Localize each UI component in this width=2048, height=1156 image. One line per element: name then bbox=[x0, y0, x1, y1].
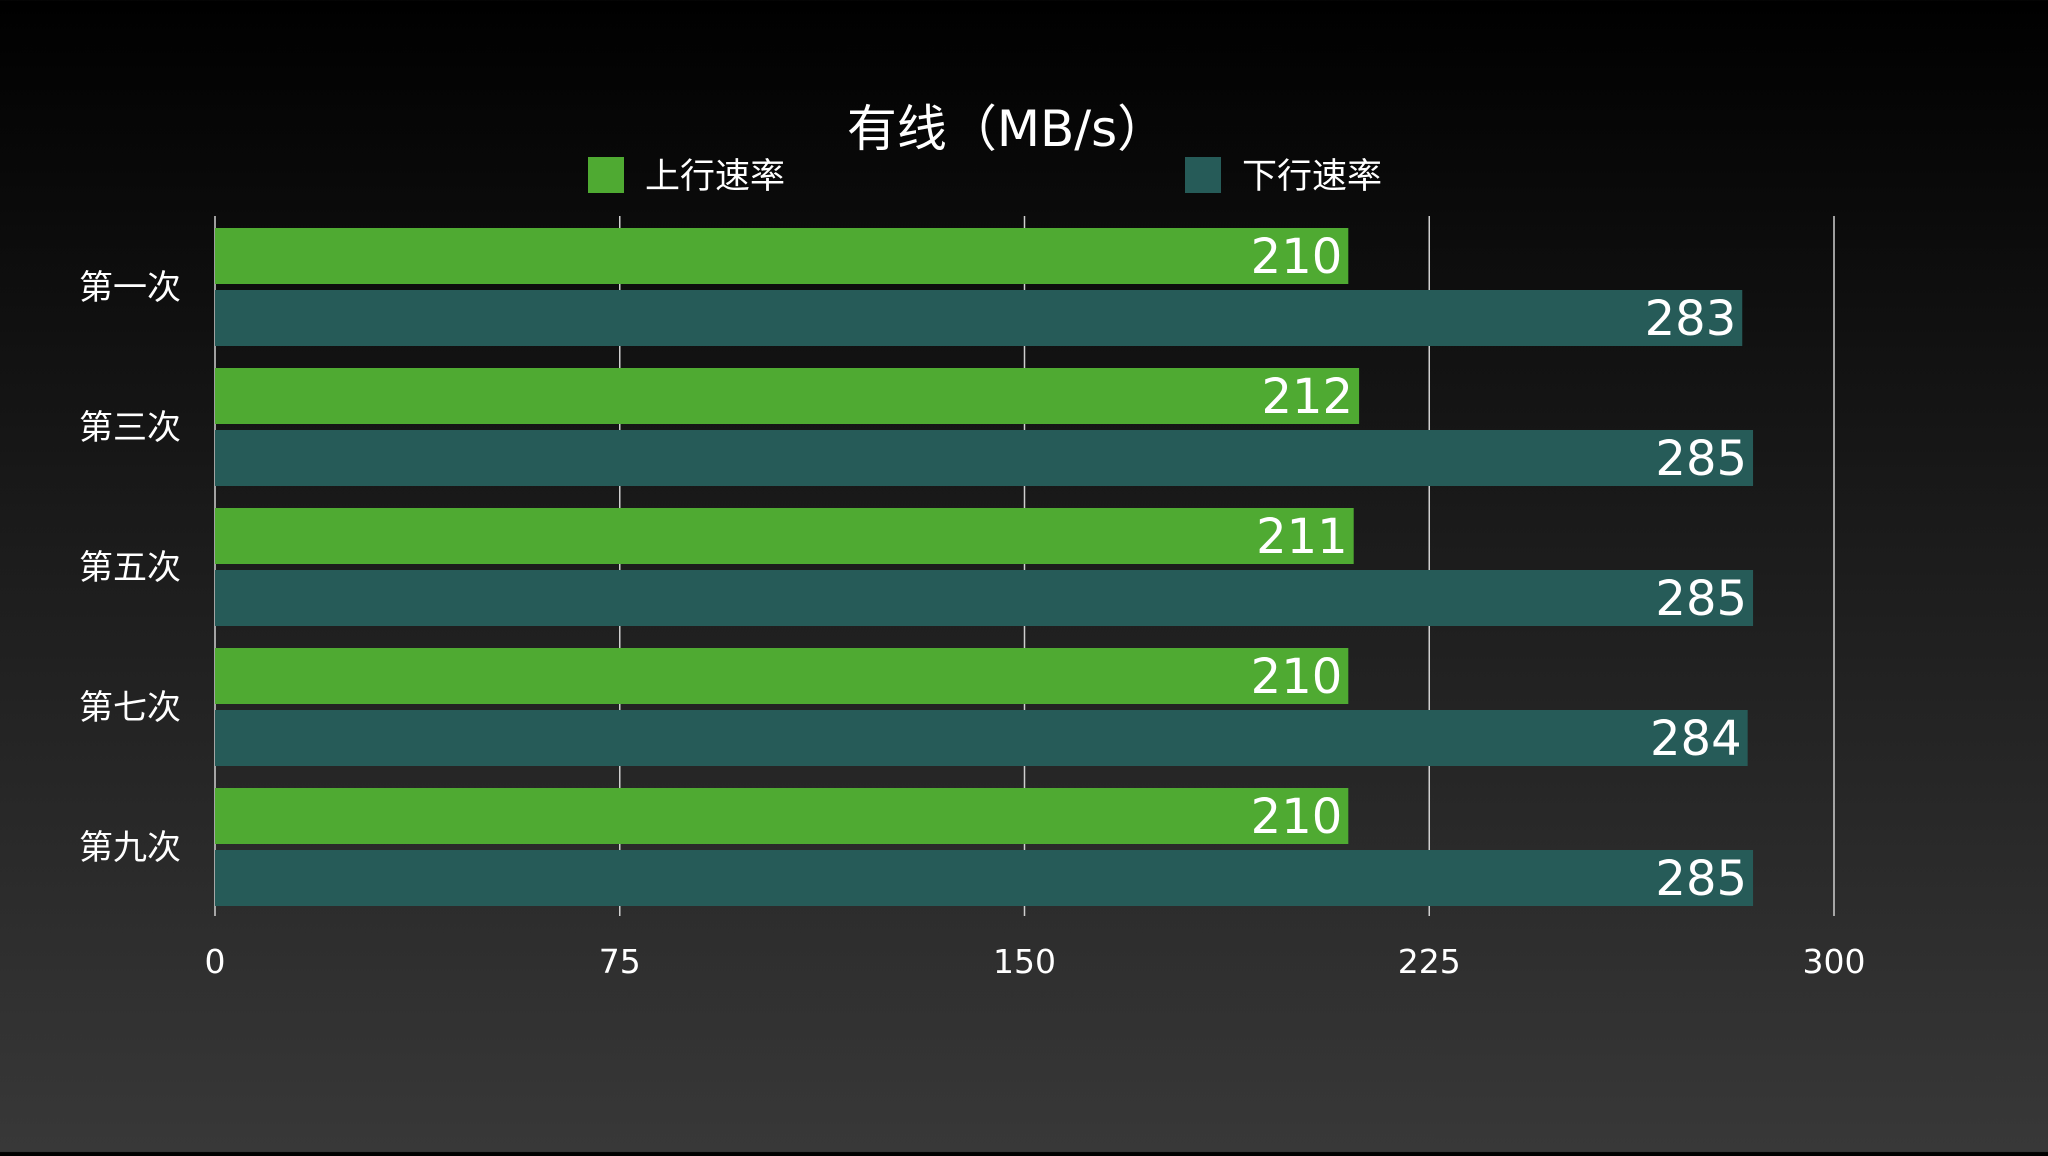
bar bbox=[215, 710, 1748, 766]
x-tick-label: 75 bbox=[599, 942, 641, 981]
bar bbox=[215, 850, 1754, 906]
bar bbox=[215, 648, 1349, 704]
data-label: 210 bbox=[1251, 229, 1343, 285]
y-category-label: 第三次 bbox=[79, 408, 181, 448]
legend-label: 下行速率 bbox=[1242, 157, 1382, 197]
data-label: 283 bbox=[1645, 291, 1737, 347]
bar bbox=[215, 430, 1754, 486]
bar bbox=[215, 570, 1754, 626]
x-tick-label: 225 bbox=[1398, 942, 1461, 981]
y-category-label: 第九次 bbox=[79, 828, 181, 868]
data-label: 285 bbox=[1655, 571, 1747, 627]
bar bbox=[215, 368, 1360, 424]
legend-swatch bbox=[1185, 157, 1221, 193]
bar bbox=[215, 508, 1354, 564]
legend-label: 上行速率 bbox=[645, 157, 785, 197]
data-label: 285 bbox=[1655, 431, 1747, 487]
y-category-label: 第七次 bbox=[79, 688, 181, 728]
data-label: 210 bbox=[1251, 649, 1343, 705]
bar bbox=[215, 788, 1349, 844]
y-category-label: 第一次 bbox=[79, 268, 181, 308]
chart-title: 有线（MB/s） bbox=[847, 100, 1167, 158]
data-label: 212 bbox=[1261, 369, 1353, 425]
x-tick-label: 150 bbox=[993, 942, 1056, 981]
legend-swatch bbox=[588, 157, 624, 193]
bar bbox=[215, 290, 1743, 346]
data-label: 211 bbox=[1256, 509, 1348, 565]
bars: 210 283 212 285 211 285 210 284 210 285 bbox=[215, 228, 1754, 907]
data-label: 285 bbox=[1655, 851, 1747, 907]
x-tick-label: 300 bbox=[1803, 942, 1866, 981]
data-label: 210 bbox=[1251, 789, 1343, 845]
x-tick-label: 0 bbox=[205, 942, 226, 981]
bar bbox=[215, 228, 1349, 284]
x-axis-labels: 0 75 150 225 300 bbox=[205, 942, 1866, 981]
data-label: 284 bbox=[1650, 711, 1742, 767]
legend: 上行速率 下行速率 bbox=[588, 157, 1382, 197]
y-category-label: 第五次 bbox=[79, 548, 181, 588]
